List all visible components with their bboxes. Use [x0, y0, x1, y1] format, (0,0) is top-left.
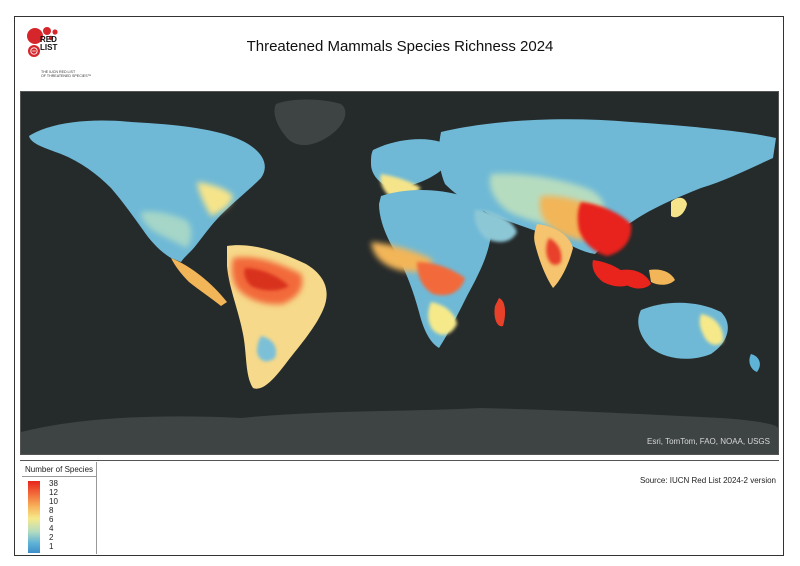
north-america [29, 120, 265, 262]
logo-wordmark: RED LIST [40, 35, 58, 52]
map-title: Threatened Mammals Species Richness 2024 [246, 38, 554, 55]
legend-color-ramp [28, 481, 40, 553]
map-bottom-rule [20, 460, 779, 461]
new-zealand [749, 354, 760, 372]
map-attribution: Esri, TomTom, FAO, NOAA, USGS [647, 437, 770, 446]
page-frame [14, 16, 784, 556]
legend-label: 1 [49, 542, 54, 551]
iucn-red-list-logo [27, 27, 58, 57]
central-america [171, 258, 227, 306]
asia [438, 119, 776, 254]
logo-tagline: THE IUCN RED LIST OF THREATENED SPECIES™ [41, 70, 92, 78]
legend-title: Number of Species [25, 465, 94, 474]
legend: Number of Species 38 12 10 8 6 4 2 1 [22, 462, 97, 554]
japan [671, 197, 687, 218]
legend-label: 12 [49, 488, 58, 497]
legend-label: 4 [49, 524, 54, 533]
legend-label: 10 [49, 497, 58, 506]
madagascar [494, 298, 506, 327]
legend-title-divider [22, 476, 96, 477]
europe [371, 139, 450, 188]
world-map[interactable]: Esri, TomTom, FAO, NOAA, USGS [20, 91, 779, 455]
legend-label: 2 [49, 533, 54, 542]
legend-label: 6 [49, 515, 54, 524]
source-note: Source: IUCN Red List 2024-2 version [639, 476, 776, 485]
greenland-landmass [274, 99, 346, 146]
new-guinea [649, 269, 675, 285]
legend-label: 38 [49, 479, 58, 488]
legend-label: 8 [49, 506, 54, 515]
antarctica-landmass [21, 408, 778, 454]
map-canvas [21, 99, 778, 454]
